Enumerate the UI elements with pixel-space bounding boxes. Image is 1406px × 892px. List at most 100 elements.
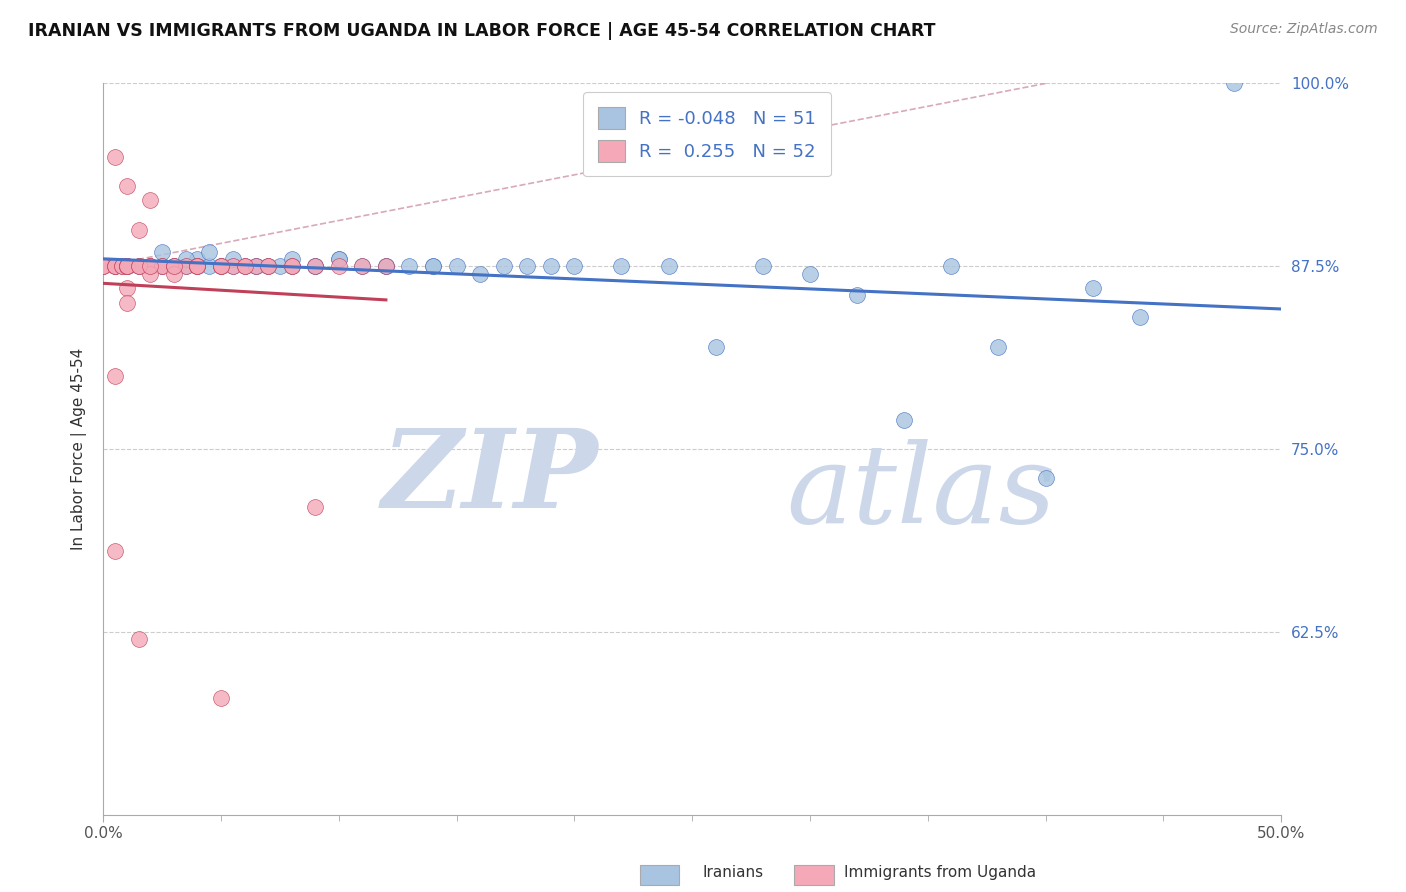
Point <box>398 259 420 273</box>
Point <box>304 500 326 515</box>
Point <box>374 259 396 273</box>
Point <box>245 259 267 273</box>
Point <box>115 259 138 273</box>
Point <box>1129 310 1152 325</box>
Point <box>104 259 127 273</box>
Point <box>163 259 186 273</box>
Point <box>257 259 280 273</box>
Point <box>139 267 162 281</box>
Point <box>111 259 134 273</box>
Point <box>209 259 232 273</box>
Point <box>139 259 162 273</box>
Point <box>104 259 127 273</box>
Point <box>422 259 444 273</box>
Point <box>222 259 245 273</box>
Point <box>1081 281 1104 295</box>
Point <box>328 252 350 266</box>
Point <box>257 259 280 273</box>
Point <box>222 252 245 266</box>
Point <box>1035 471 1057 485</box>
Point <box>610 259 633 273</box>
Point <box>163 267 186 281</box>
Point <box>799 267 821 281</box>
Point <box>245 259 267 273</box>
Point <box>422 259 444 273</box>
Point <box>139 259 162 273</box>
Point <box>128 632 150 646</box>
Legend: R = -0.048   N = 51, R =  0.255   N = 52: R = -0.048 N = 51, R = 0.255 N = 52 <box>583 93 831 177</box>
Point <box>658 259 681 273</box>
Point <box>104 368 127 383</box>
Point <box>174 259 197 273</box>
Point <box>115 281 138 295</box>
Point <box>280 259 302 273</box>
Point <box>941 259 963 273</box>
Point <box>846 288 869 302</box>
Point <box>186 259 208 273</box>
Point <box>139 259 162 273</box>
Point <box>222 259 245 273</box>
Point <box>704 340 727 354</box>
Point <box>752 259 775 273</box>
Point <box>186 259 208 273</box>
Point <box>446 259 468 273</box>
Point <box>115 259 138 273</box>
Point <box>115 259 138 273</box>
Point <box>540 259 562 273</box>
Point <box>163 259 186 273</box>
Point <box>150 259 173 273</box>
Point <box>1223 77 1246 91</box>
Point <box>91 259 114 273</box>
Point <box>374 259 396 273</box>
Point <box>257 259 280 273</box>
Y-axis label: In Labor Force | Age 45-54: In Labor Force | Age 45-54 <box>72 348 87 550</box>
Point <box>233 259 256 273</box>
Point <box>115 295 138 310</box>
Point <box>987 340 1010 354</box>
Point <box>115 259 138 273</box>
Point <box>163 259 186 273</box>
Point <box>352 259 374 273</box>
Text: Immigrants from Uganda: Immigrants from Uganda <box>844 865 1036 880</box>
Point <box>209 259 232 273</box>
Point <box>328 252 350 266</box>
Point <box>150 259 173 273</box>
Point <box>209 259 232 273</box>
Point <box>128 222 150 236</box>
Point <box>304 259 326 273</box>
Point <box>186 259 208 273</box>
Point <box>150 259 173 273</box>
Point <box>269 259 291 273</box>
Point <box>115 259 138 273</box>
Point <box>111 259 134 273</box>
Point <box>245 259 267 273</box>
Point <box>564 259 586 273</box>
Point <box>139 194 162 208</box>
Point <box>328 259 350 273</box>
Point <box>198 244 221 259</box>
Point <box>104 259 127 273</box>
Point <box>233 259 256 273</box>
Text: atlas: atlas <box>786 439 1056 547</box>
Text: IRANIAN VS IMMIGRANTS FROM UGANDA IN LABOR FORCE | AGE 45-54 CORRELATION CHART: IRANIAN VS IMMIGRANTS FROM UGANDA IN LAB… <box>28 22 935 40</box>
Point <box>374 259 396 273</box>
Point <box>468 267 491 281</box>
Point <box>128 259 150 273</box>
Point <box>280 259 302 273</box>
Point <box>893 413 915 427</box>
Point <box>492 259 515 273</box>
Text: Source: ZipAtlas.com: Source: ZipAtlas.com <box>1230 22 1378 37</box>
Point <box>186 259 208 273</box>
Point <box>209 259 232 273</box>
Point <box>174 259 197 273</box>
Point <box>209 690 232 705</box>
Point <box>174 252 197 266</box>
Text: Iranians: Iranians <box>703 865 763 880</box>
Point <box>233 259 256 273</box>
Point <box>304 259 326 273</box>
Point <box>91 259 114 273</box>
Point <box>198 259 221 273</box>
Point <box>115 178 138 193</box>
Text: ZIP: ZIP <box>381 425 598 532</box>
Point <box>128 259 150 273</box>
